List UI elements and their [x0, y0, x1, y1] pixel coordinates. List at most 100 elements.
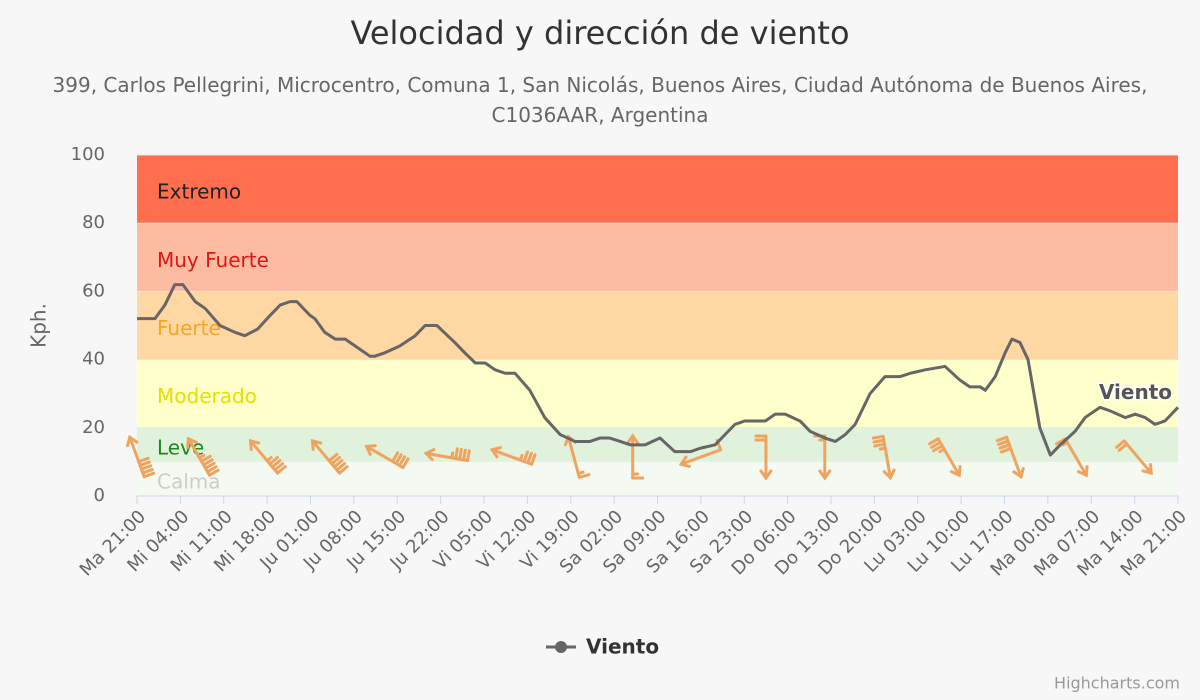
barb-staff [1063, 437, 1088, 477]
y-tick-label: 60 [82, 280, 105, 301]
wind-barb [1115, 439, 1153, 476]
barb-feather [932, 444, 944, 453]
plot-band [137, 223, 1178, 292]
barb-feather [197, 453, 206, 460]
barb-feather [394, 453, 403, 465]
barb-head [126, 434, 139, 448]
plot-band-label: Extremo [157, 180, 241, 204]
barb-head [1141, 463, 1153, 476]
wind-barb [626, 433, 645, 480]
barb-feather [265, 456, 273, 463]
barb-feather [138, 460, 151, 467]
chart-subtitle: 399, Carlos Pellegrini, Microcentro, Com… [52, 73, 1148, 127]
barb-feather [207, 468, 220, 477]
barb-head [1076, 465, 1089, 478]
y-tick-label: 100 [71, 144, 105, 165]
legend-marker [555, 641, 567, 653]
barb-feather [522, 450, 530, 463]
barb-feather [928, 437, 940, 446]
wind-barb [126, 434, 156, 479]
barb-head [1012, 466, 1025, 480]
barb-feather [270, 459, 282, 469]
barb-feather [997, 439, 1010, 446]
barb-feather [1061, 440, 1069, 447]
barb-staff [1122, 439, 1153, 475]
wind-barb [310, 438, 349, 475]
wind-barb [928, 437, 962, 478]
barb-feather [1117, 442, 1129, 452]
barb-feather [577, 473, 591, 479]
barb-feather [872, 438, 886, 444]
barb-head [759, 469, 773, 481]
barb-feather [268, 455, 279, 466]
plot-band [137, 427, 1178, 462]
series-end-label: Viento [1099, 380, 1172, 404]
barb-staff [566, 435, 581, 479]
barb-head [423, 448, 436, 461]
y-tick-label: 80 [82, 212, 105, 233]
barb-head [186, 436, 198, 449]
barb-feather [398, 455, 407, 467]
barb-feather [526, 451, 533, 465]
barb-feather [327, 452, 339, 463]
barb-feather [203, 461, 216, 470]
barb-feather [337, 465, 349, 475]
barb-feather [454, 447, 459, 461]
barb-feather [995, 435, 1009, 443]
line-series [137, 283, 1180, 457]
barb-feather [462, 448, 467, 462]
barb-staff [679, 448, 723, 466]
plot-band [137, 359, 1178, 428]
barb-feather [273, 462, 285, 472]
plot-band [137, 461, 1178, 496]
wind-barb [423, 447, 471, 463]
barb-head [678, 455, 691, 468]
barb-feather [938, 447, 946, 454]
barb-feather [332, 459, 344, 469]
wind-barb [871, 434, 896, 481]
y-axis-label: Kph. [27, 303, 51, 348]
barb-feather [401, 457, 410, 469]
barb-head [949, 465, 962, 478]
barb-feather [458, 447, 463, 461]
barb-feather [466, 449, 471, 463]
barb-head [364, 444, 377, 456]
barb-feather [1115, 439, 1126, 449]
barb-head [489, 446, 502, 459]
barb-feather [205, 465, 218, 474]
plot-band [137, 291, 1178, 360]
chart-title: Velocidad y dirección de viento [350, 14, 850, 52]
barb-feather [137, 456, 150, 464]
wind-barb [754, 434, 773, 481]
barb-feather [142, 471, 156, 479]
barb-feather [201, 458, 214, 467]
y-tick-label: 40 [82, 349, 105, 370]
barb-feather [276, 465, 287, 475]
wind-barb [364, 444, 410, 469]
wind-barb [489, 446, 537, 466]
barb-feather [873, 442, 887, 448]
barb-head [818, 469, 832, 481]
credits: Highcharts.com [1054, 674, 1180, 693]
barb-feather [330, 455, 341, 466]
barb-feather [998, 443, 1011, 450]
barb-feather [871, 434, 885, 440]
barb-head [626, 433, 640, 445]
barb-feather [518, 453, 524, 462]
barb-feather [930, 440, 942, 449]
wind-barb [995, 435, 1025, 480]
barb-feather [335, 462, 347, 472]
barb-feather [450, 451, 455, 460]
barb-feather [139, 464, 153, 471]
barb-feather [576, 470, 585, 475]
plot-band-label: Moderado [157, 384, 257, 408]
y-tick-label: 20 [82, 417, 105, 438]
wind-barb [563, 434, 591, 479]
legend-label: Viento [586, 635, 659, 659]
wind-barb [186, 436, 220, 477]
barb-head [248, 438, 261, 451]
y-tick-label: 0 [94, 485, 105, 506]
barb-feather [999, 447, 1013, 454]
barb-feather [878, 446, 887, 451]
